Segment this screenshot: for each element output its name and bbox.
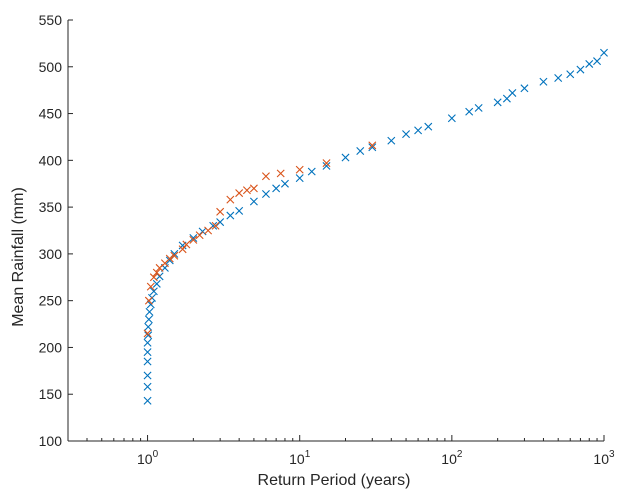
series-a-point — [272, 184, 281, 193]
series-b-point — [276, 169, 285, 178]
series-a-point — [520, 84, 529, 93]
series-b-point — [235, 189, 244, 198]
series-a-point — [447, 114, 456, 123]
x-axis-label: Return Period (years) — [258, 472, 411, 489]
series-a-point — [143, 348, 152, 357]
series-a-point — [387, 136, 396, 145]
y-tick-label: 400 — [39, 152, 63, 168]
x-tick-label: 102 — [441, 449, 463, 467]
series-b-point — [242, 186, 251, 195]
series-a-point — [307, 167, 316, 176]
x-tick-label: 101 — [289, 449, 311, 467]
series-b-point — [165, 254, 174, 263]
series-b-point — [204, 226, 213, 235]
series-b-marks — [143, 141, 377, 338]
series-a-point — [593, 57, 602, 66]
series-a-point — [493, 98, 502, 107]
series-a-point — [144, 322, 153, 331]
series-a-point — [261, 190, 270, 199]
series-a-marks — [143, 48, 608, 405]
y-tick-label: 300 — [39, 246, 63, 262]
series-a-point — [356, 146, 365, 155]
series-b-point — [152, 268, 161, 277]
x-tick-label: 103 — [593, 449, 615, 467]
series-b-point — [144, 296, 153, 305]
series-a-point — [216, 218, 225, 227]
series-a-point — [143, 338, 152, 347]
y-tick-label: 100 — [39, 433, 63, 449]
series-a-point — [576, 65, 585, 74]
series-a-point — [554, 74, 563, 82]
series-a-point — [146, 300, 155, 309]
series-a-point — [280, 179, 289, 188]
axis-ticks: 100 150 200 250 300 350 400 450 500 550 100 101 102 1… — [39, 12, 615, 467]
series-a-point — [152, 279, 161, 288]
x-tick-label: 100 — [137, 449, 159, 467]
y-axis-label: Mean Rainfall (mm) — [10, 187, 27, 327]
y-tick-label: 550 — [39, 12, 63, 28]
series-b-point — [249, 184, 258, 193]
series-b-point — [226, 195, 235, 204]
y-tick-label: 150 — [39, 386, 63, 402]
series-a-point — [566, 70, 575, 79]
series-a-point — [322, 161, 331, 170]
series-a-point — [295, 174, 304, 183]
series-a-point — [143, 382, 152, 391]
y-tick-label: 200 — [39, 339, 63, 355]
series-b-point — [178, 245, 187, 254]
series-b-point — [182, 240, 191, 249]
series-a-point — [143, 357, 152, 366]
series-a-point — [149, 287, 158, 296]
series-a-point — [145, 307, 154, 316]
series-a-point — [424, 122, 433, 131]
series-a-point — [539, 77, 548, 86]
y-tick-label: 500 — [39, 59, 63, 75]
series-b-point — [211, 221, 220, 230]
series-b-point — [146, 282, 155, 291]
series-a-point — [465, 107, 474, 116]
series-a-point — [368, 143, 377, 152]
series-b-point — [368, 141, 377, 150]
series-b-point — [295, 165, 304, 174]
series-a-point — [585, 59, 594, 68]
series-a-point — [143, 396, 152, 405]
series-a-point — [600, 48, 608, 57]
series-a-point — [144, 315, 153, 324]
y-tick-label: 450 — [39, 106, 63, 122]
series-a-point — [189, 233, 198, 242]
series-b-point — [143, 329, 152, 338]
series-b-point — [189, 235, 198, 244]
series-b-point — [170, 251, 179, 260]
y-tick-label: 250 — [39, 293, 63, 309]
series-b-point — [216, 207, 225, 216]
series-a-point — [226, 211, 235, 220]
series-a-point — [143, 371, 152, 380]
series-a-point — [249, 197, 258, 206]
series-a-point — [235, 206, 244, 215]
y-tick-label: 350 — [39, 199, 63, 215]
series-a-point — [508, 88, 517, 97]
series-a-point — [414, 126, 423, 135]
plot-frame — [67, 20, 604, 442]
series-b-point — [261, 172, 270, 181]
series-b-point — [322, 159, 331, 168]
series-a-point — [144, 331, 153, 340]
series-b-point — [195, 231, 204, 240]
series-a-point — [402, 130, 411, 139]
series-a-point — [474, 103, 483, 112]
series-b-point — [149, 273, 158, 282]
series-a-point — [341, 153, 350, 162]
